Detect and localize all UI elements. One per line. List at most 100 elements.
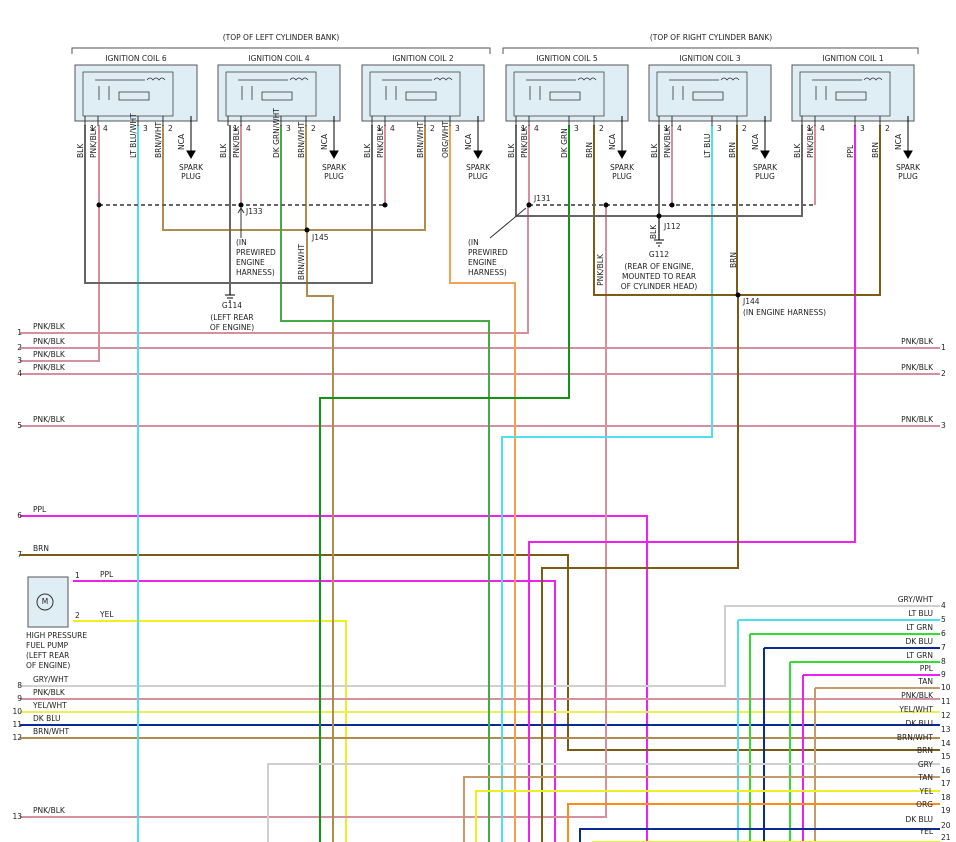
connector-wire-label: LT GRN bbox=[906, 651, 933, 660]
connector-wire-label: GRY/WHT bbox=[33, 675, 69, 684]
bank-title: (TOP OF LEFT CYLINDER BANK) bbox=[223, 33, 340, 42]
nca-label: NCA bbox=[751, 133, 760, 150]
wire bbox=[541, 295, 739, 842]
pin-number: 3 bbox=[143, 124, 148, 133]
pin-number: 4 bbox=[820, 124, 825, 133]
coil-wire-label: BLK bbox=[793, 143, 802, 158]
splice-note: ENGINE bbox=[468, 258, 497, 267]
ground-symbol bbox=[225, 294, 235, 302]
splice-dot bbox=[304, 227, 310, 233]
wire bbox=[475, 790, 940, 842]
connector-wire-label: DK BLU bbox=[905, 637, 933, 646]
pin-number: 11 bbox=[941, 697, 951, 706]
coil-symbol bbox=[526, 77, 597, 101]
splice-dot bbox=[603, 202, 609, 208]
wire bbox=[73, 620, 347, 842]
connector-wire-label: BRN/WHT bbox=[897, 733, 934, 742]
splice-label: J144 bbox=[742, 297, 760, 306]
coil-inner bbox=[82, 71, 174, 117]
wire bbox=[528, 125, 856, 842]
pin-number: 3 bbox=[286, 124, 291, 133]
pin-number: 1 bbox=[233, 124, 238, 133]
coil-box bbox=[505, 64, 629, 122]
wire bbox=[20, 205, 100, 362]
splice-label: J131 bbox=[533, 194, 551, 203]
wire bbox=[73, 580, 556, 842]
pump-box bbox=[27, 576, 69, 628]
pin-number: 5 bbox=[17, 421, 22, 430]
pin-number: 2 bbox=[742, 124, 747, 133]
coil-title: IGNITION COIL 1 bbox=[822, 54, 883, 63]
coil-symbol bbox=[669, 77, 740, 101]
wire bbox=[20, 605, 940, 687]
pump-wire-label: YEL bbox=[99, 610, 114, 619]
coil-title: IGNITION COIL 2 bbox=[392, 54, 453, 63]
coil-wire-label: PNK/BLK bbox=[806, 125, 815, 158]
pin-number: 2 bbox=[885, 124, 890, 133]
wire-label: BLK bbox=[649, 224, 658, 239]
pin-number: 1 bbox=[664, 124, 669, 133]
bank-bracket bbox=[502, 47, 919, 54]
wire bbox=[501, 125, 713, 842]
connector-wire-label: PNK/BLK bbox=[33, 337, 66, 346]
ground-note: OF ENGINE) bbox=[210, 323, 254, 332]
pin-number: 16 bbox=[941, 766, 951, 775]
wire bbox=[579, 828, 940, 842]
pin-number: 4 bbox=[17, 369, 22, 378]
coil-box bbox=[648, 64, 772, 122]
splice-note: (IN bbox=[468, 238, 479, 247]
coil-wire-label: PNK/BLK bbox=[232, 125, 241, 158]
coil-wire-label: PPL bbox=[846, 144, 855, 158]
pin-number: 5 bbox=[941, 615, 946, 624]
connector-wire-label: PNK/BLK bbox=[901, 337, 934, 346]
coil-wire-label: PNK/BLK bbox=[520, 125, 529, 158]
pin-number: 2 bbox=[75, 611, 80, 620]
connector-wire-label: TAN bbox=[917, 677, 933, 686]
pin-number: 3 bbox=[17, 356, 22, 365]
splice-note: PREWIRED bbox=[236, 248, 276, 257]
pin-number: 10 bbox=[12, 707, 22, 716]
motor-label: M bbox=[42, 597, 48, 606]
pin-number: 2 bbox=[430, 124, 435, 133]
connector-wire-label: LT BLU bbox=[908, 609, 933, 618]
connector-wire-label: PNK/BLK bbox=[901, 363, 934, 372]
coil-box bbox=[217, 64, 341, 122]
splice-dot bbox=[238, 202, 244, 208]
connector-wire-label: BRN/WHT bbox=[33, 727, 70, 736]
coil-wire-label: BLK bbox=[363, 143, 372, 158]
coil-inner bbox=[799, 71, 891, 117]
nca-label: NCA bbox=[894, 133, 903, 150]
ground-label: G112 bbox=[649, 250, 669, 259]
wire-label: BRN/WHT bbox=[297, 244, 306, 281]
pin-number: 8 bbox=[941, 657, 946, 666]
spark-plug-label: PLUG bbox=[898, 172, 918, 181]
spark-arrow bbox=[760, 116, 770, 160]
splice-dot bbox=[526, 202, 532, 208]
coil-wire-label: BRN bbox=[728, 142, 737, 158]
spark-plug-label: PLUG bbox=[468, 172, 488, 181]
pin-number: 4 bbox=[103, 124, 108, 133]
splice-note: PREWIRED bbox=[468, 248, 508, 257]
splice-note: (IN ENGINE HARNESS) bbox=[743, 308, 826, 317]
splice-dot bbox=[96, 202, 102, 208]
coil-inner bbox=[656, 71, 748, 117]
connector-wire-label: YEL bbox=[919, 787, 934, 796]
coil-wire-label: LT BLU/WHT bbox=[129, 113, 138, 158]
ground-label: G114 bbox=[222, 301, 242, 310]
spark-plug-label: SPARK bbox=[610, 163, 635, 172]
wire bbox=[463, 776, 940, 842]
coil-wire-label: PNK/BLK bbox=[89, 125, 98, 158]
spark-plug-label: SPARK bbox=[896, 163, 921, 172]
pin-number: 2 bbox=[17, 343, 22, 352]
connector-wire-label: PNK/BLK bbox=[33, 363, 66, 372]
spark-plug-label: SPARK bbox=[179, 163, 204, 172]
pin-number: 4 bbox=[390, 124, 395, 133]
pump-motor bbox=[36, 593, 54, 611]
connector-wire-label: PNK/BLK bbox=[33, 350, 66, 359]
wire bbox=[280, 125, 490, 842]
splice-label: J112 bbox=[663, 222, 681, 231]
connector-wire-label: PNK/BLK bbox=[33, 322, 66, 331]
connector-wire-label: PNK/BLK bbox=[901, 415, 934, 424]
spark-plug-label: PLUG bbox=[755, 172, 775, 181]
